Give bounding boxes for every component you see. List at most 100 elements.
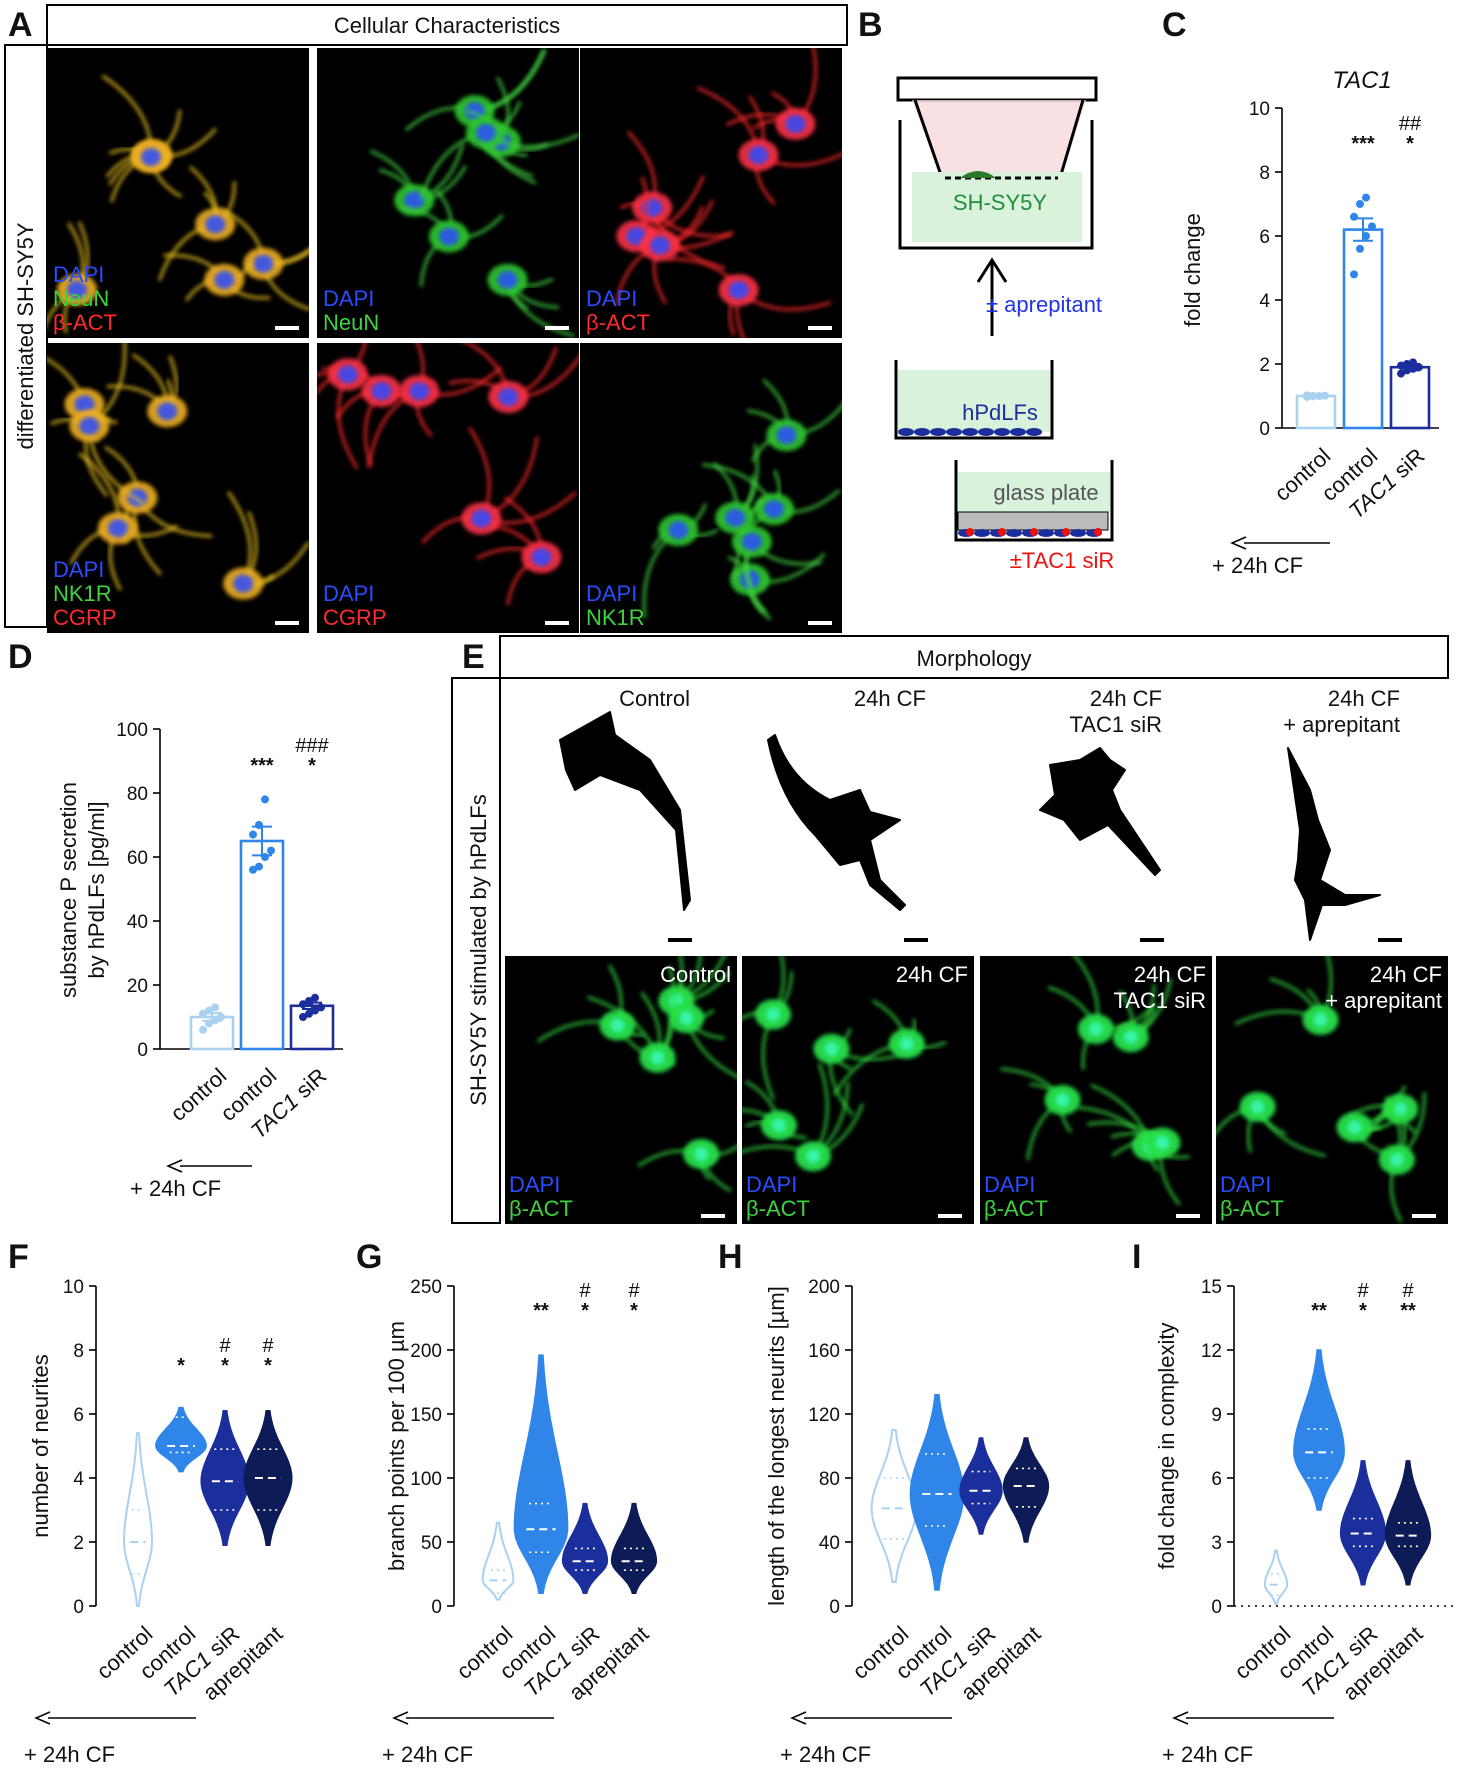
stain-label-a2-1: NeuN: [323, 310, 379, 335]
nucleus: [694, 1146, 709, 1161]
micrograph-condition-label: TAC1 siR: [1114, 988, 1207, 1013]
micrograph-background: [317, 48, 579, 338]
cf-label: + 24h CF: [24, 1742, 115, 1767]
chart-H: 0 40 80 120 160 200 length of the longest neur…: [764, 1277, 1050, 1767]
y-tick-label: 0: [1259, 419, 1270, 440]
y-tick-label: 60: [127, 848, 148, 869]
data-point: [217, 1013, 225, 1021]
condition-label: Control: [619, 686, 690, 711]
data-point: [311, 993, 319, 1002]
y-axis-label: substance P secretion: [56, 782, 81, 998]
nucleus: [1389, 1152, 1404, 1167]
panel-letter-f: F: [8, 1238, 29, 1276]
panel-a-header-box: [46, 4, 848, 46]
nucleus: [371, 381, 392, 400]
chart-title: TAC1: [1332, 67, 1392, 94]
cf-label: + 24h CF: [1162, 1742, 1253, 1767]
panel-letter-g: G: [356, 1238, 382, 1276]
stain-label-a5-1: CGRP: [323, 605, 387, 630]
nucleus: [214, 270, 235, 289]
nucleus: [764, 500, 785, 519]
stain-label-a4-0: DAPI: [53, 557, 104, 582]
chart-D: 0 20 40 60 80 100 substance P secretion by hPdL…: [56, 720, 343, 1201]
cells: [1216, 956, 1426, 1223]
nucleus: [107, 519, 128, 538]
data-point: [1356, 200, 1364, 208]
plate-medium: [958, 472, 1110, 512]
nucleus: [771, 1118, 786, 1133]
panel-letter-i: I: [1132, 1238, 1141, 1276]
stain-label-a3-0: DAPI: [586, 286, 637, 311]
data-point: [1397, 369, 1405, 378]
significance-star: *: [308, 755, 316, 777]
y-tick-label: 10: [1249, 99, 1270, 120]
cells: [536, 956, 737, 1193]
y-tick-label: 12: [1201, 1341, 1222, 1362]
insert-medium: [912, 100, 1086, 176]
data-point: [1362, 232, 1370, 240]
micrograph-background: [317, 343, 579, 633]
violin: [155, 1406, 207, 1473]
data-point: [1409, 364, 1417, 373]
well-wall: [898, 120, 1094, 250]
nucleus: [79, 416, 100, 435]
glass-plate: [957, 511, 1109, 531]
cells: [317, 343, 579, 606]
stain-label-a3-1: β-ACT: [586, 310, 650, 335]
micrograph-a-6: [580, 343, 842, 633]
nucleus: [74, 395, 95, 414]
nucleus: [1347, 1120, 1362, 1135]
nucleus: [824, 1041, 839, 1056]
micrograph-condition-label: 24h CF: [1134, 962, 1206, 987]
y-tick-label: 0: [829, 1597, 840, 1618]
y-tick-label: 2: [1259, 355, 1270, 376]
stain-label-bact: β-ACT: [746, 1196, 810, 1221]
y-tick-label: 8: [73, 1341, 84, 1362]
violin: [1002, 1437, 1050, 1543]
panel-letter-h: H: [718, 1238, 743, 1276]
insert-rim: [896, 76, 1098, 102]
micrograph-a-1: [47, 48, 309, 338]
panel-e-header-box: [499, 635, 1449, 679]
significance-star: *: [177, 1355, 185, 1377]
cells: [47, 343, 309, 600]
data-point: [1368, 222, 1376, 231]
sirna-dot: [966, 528, 974, 536]
stain-label-a1-1: NeuN: [53, 286, 109, 311]
fibroblast-cell: [974, 529, 990, 537]
significance-hash: #: [628, 1280, 640, 1302]
data-point: [267, 846, 275, 855]
plate-well: [954, 460, 1114, 542]
panel-a-side-label: differentiated SH-SY5Y: [13, 222, 38, 449]
panel-a-header: Cellular Characteristics: [334, 13, 560, 38]
y-tick-label: 6: [73, 1405, 84, 1426]
data-point: [1362, 193, 1370, 202]
cells: [369, 48, 579, 338]
y-tick-label: 4: [1259, 291, 1270, 312]
insert-label: SH-SY5Y: [953, 190, 1047, 215]
stain-label-a6-0: DAPI: [586, 581, 637, 606]
nucleus: [233, 574, 254, 593]
stain-label-dapi: DAPI: [1220, 1172, 1271, 1197]
y-tick-label: 80: [819, 1469, 840, 1490]
stain-label-dapi: DAPI: [509, 1172, 560, 1197]
nucleus: [337, 365, 358, 384]
cf-label: + 24h CF: [780, 1742, 871, 1767]
cells: [47, 74, 309, 334]
stain-label-bact: β-ACT: [509, 1196, 573, 1221]
micrograph-condition-label: 24h CF: [1370, 962, 1442, 987]
nucleus: [1155, 1135, 1170, 1150]
violin: [1339, 1460, 1387, 1586]
y-tick-label: 3: [1211, 1533, 1222, 1554]
fibroblast-cell: [1070, 529, 1086, 537]
cf-bracket: [1230, 536, 1330, 550]
y-tick-label: 250: [410, 1277, 442, 1298]
cells: [614, 48, 842, 338]
nucleus: [785, 114, 806, 133]
panel-letter-b: B: [858, 6, 883, 44]
fibroblast-cell: [978, 428, 994, 436]
nucleus: [610, 1018, 625, 1033]
fibroblast-cell: [1038, 529, 1054, 537]
